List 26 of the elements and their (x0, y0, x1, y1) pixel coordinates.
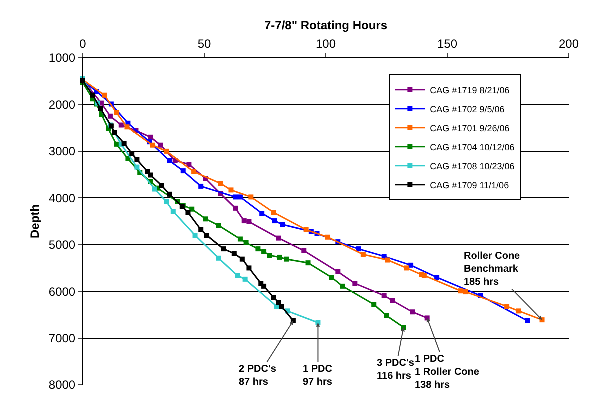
y-tick-label: 6000 (48, 284, 76, 299)
y-tick-label: 4000 (48, 191, 76, 206)
legend-label: CAG #1708 10/23/06 (430, 161, 515, 172)
y-axis-title: Depth (28, 204, 42, 238)
legend-label: CAG #1719 8/21/06 (430, 85, 510, 96)
x-tick-label: 100 (316, 37, 336, 52)
x-tick-label: 50 (198, 37, 212, 52)
annotation: 1 PDC 1 Roller Cone 138 hrs (415, 354, 480, 391)
legend-label: CAG #1704 10/12/06 (430, 142, 515, 152)
legend-label: CAG #1702 9/5/06 (430, 104, 505, 114)
y-tick-label: 3000 (48, 144, 76, 159)
y-tick-label: 8000 (48, 378, 76, 392)
x-axis-title: 7-7/8" Rotating Hours (264, 18, 388, 32)
x-tick-label: 200 (558, 37, 580, 52)
legend-label: CAG #1701 9/26/06 (430, 123, 510, 134)
y-tick-label: 2000 (48, 98, 76, 112)
annotation: 2 PDC's 87 hrs (239, 364, 277, 388)
y-tick-label: 5000 (48, 238, 76, 252)
legend-label: CAG #1709 11/1/06 (430, 180, 510, 190)
x-tick-label: 0 (80, 37, 87, 52)
annotation: Roller Cone Benchmark 185 hrs (464, 251, 521, 288)
y-tick-label: 1000 (48, 51, 76, 66)
annotation: 1 PDC 97 hrs (303, 364, 333, 388)
annotation: 3 PDC's 116 hrs (377, 358, 415, 382)
x-tick-label: 150 (437, 37, 458, 52)
y-tick-label: 7000 (48, 331, 76, 346)
